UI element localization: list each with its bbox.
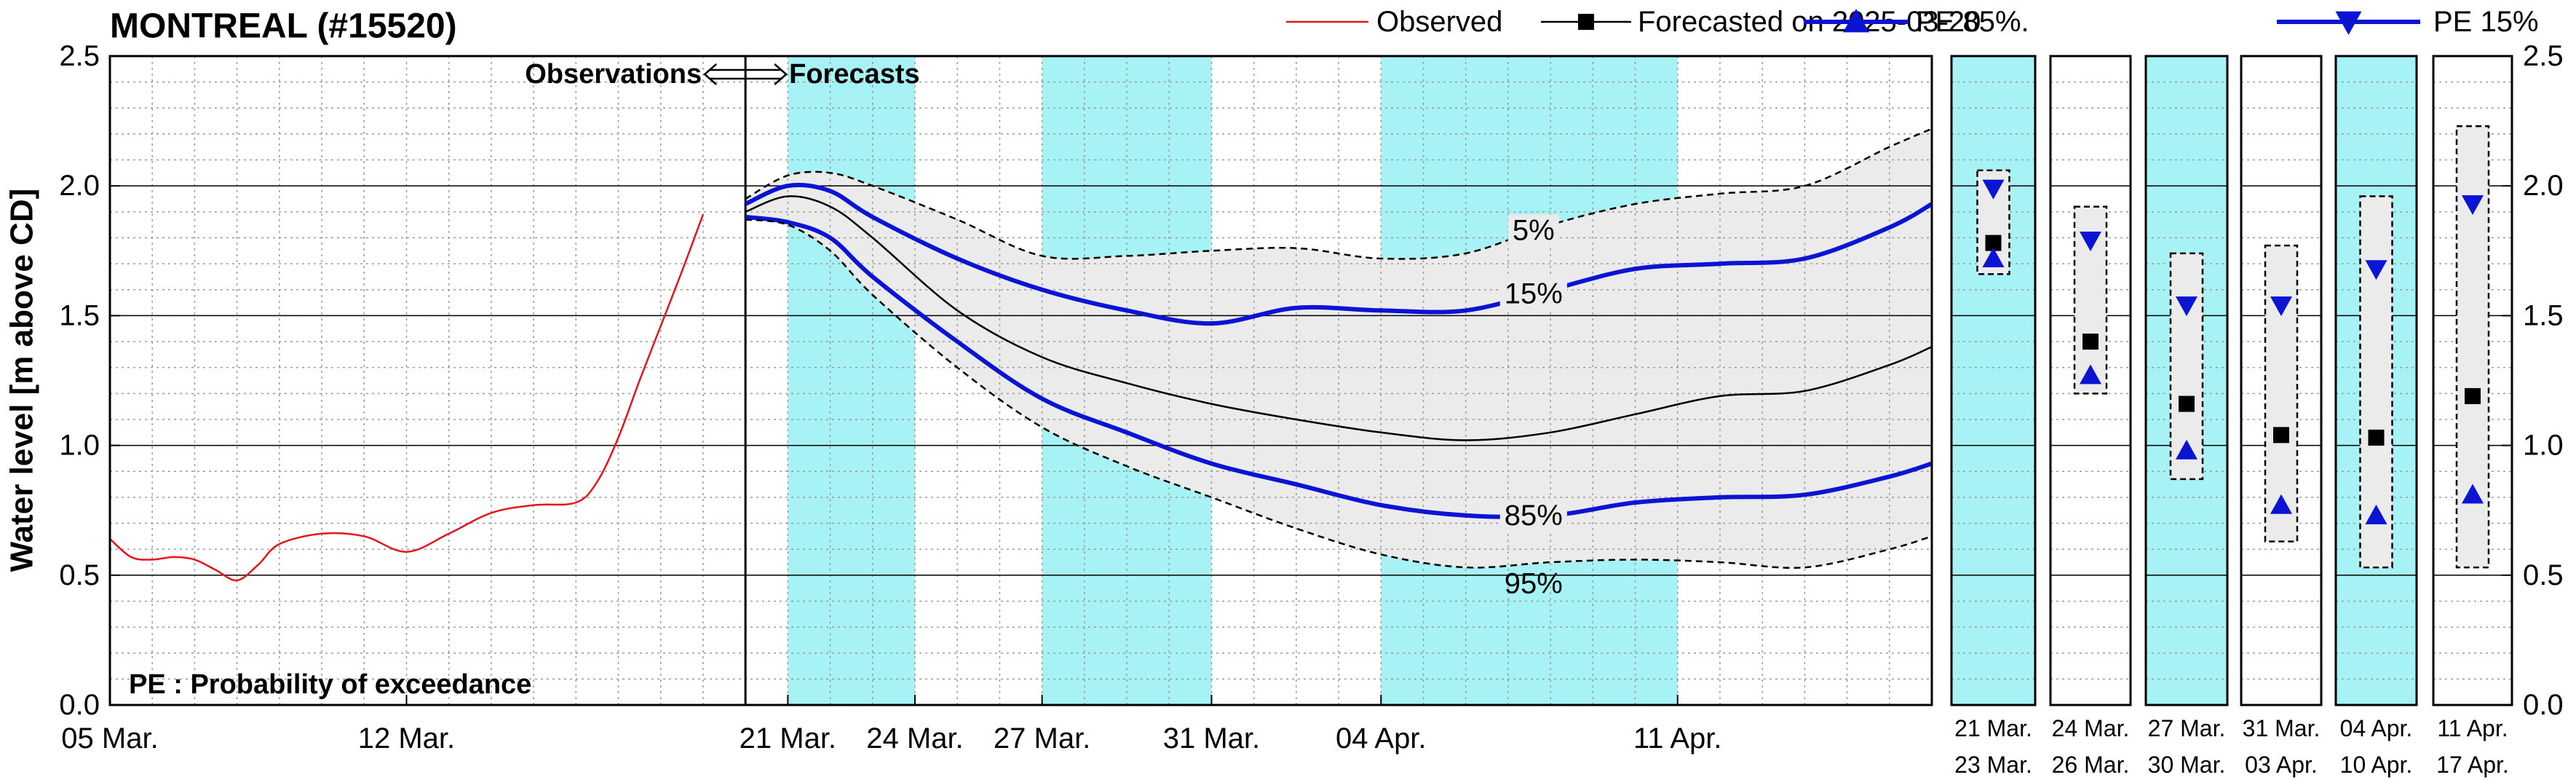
series-line	[109, 213, 705, 582]
pe15-marker	[2176, 296, 2197, 317]
period-start-label: 04 Apr.	[2340, 715, 2413, 741]
shaded-period	[788, 56, 915, 705]
pe85-marker	[2462, 484, 2484, 504]
legend-label: PE 15%	[2433, 6, 2539, 38]
period-panel: 31 Mar. 03 Apr.	[2240, 55, 2323, 778]
curve-label: 5%	[1513, 215, 1555, 247]
curve-label: 95%	[1505, 567, 1563, 599]
y-tick-label-right: 0.5	[2523, 559, 2564, 591]
y-tick-label: 2.5	[59, 40, 100, 72]
period-panel: 27 Mar. 30 Mar.	[2144, 55, 2229, 778]
main-plot: Observations Forecasts 5% 85% 15% 95% PE : Pro…	[59, 40, 1933, 755]
det-marker	[2368, 429, 2385, 446]
period-start-label: 21 Mar.	[1954, 715, 2032, 741]
period-end-label: 26 Mar.	[2052, 752, 2130, 778]
pe15-marker	[1982, 179, 2005, 200]
range-box	[2073, 205, 2108, 395]
envelope-upper	[745, 127, 1933, 260]
x-tick-label: 04 Apr.	[1336, 722, 1427, 755]
pe15-marker	[2462, 195, 2484, 216]
period-end-label: 30 Mar.	[2148, 752, 2226, 778]
y-tick-label: 1.5	[59, 299, 100, 331]
pe85-marker	[2176, 439, 2197, 460]
period-panel: 04 Apr. 10 Apr.	[2334, 55, 2418, 778]
y-tick-label: 0.0	[59, 689, 100, 721]
period-start-label: 27 Mar.	[2148, 715, 2226, 741]
period-start-label: 31 Mar.	[2243, 715, 2321, 741]
pe15-marker	[2080, 232, 2101, 252]
curve-label: 15%	[1505, 277, 1563, 310]
y-tick-label-right: 1.5	[2523, 299, 2564, 331]
legend-entry: Observed	[1286, 6, 1502, 38]
legend-label: Observed	[1376, 6, 1502, 38]
period-end-label: 03 Apr.	[2245, 752, 2318, 778]
period-start-label: 24 Mar.	[2052, 715, 2130, 741]
x-tick-label: 11 Apr.	[1633, 722, 1722, 755]
pe85-marker	[2080, 364, 2101, 385]
note: PE : Probability of exceedance	[129, 669, 531, 700]
y-tick-label: 2.0	[59, 170, 100, 202]
panel-frame	[2432, 55, 2513, 706]
curve-label: 85%	[1505, 500, 1563, 532]
double-arrow	[703, 63, 788, 85]
det-marker	[2465, 387, 2481, 404]
y-tick-label-right: 2.5	[2523, 40, 2564, 72]
period-end-label: 10 Apr.	[2340, 752, 2413, 778]
x-tick-label: 31 Mar.	[1163, 722, 1260, 755]
pe15-marker	[2270, 296, 2292, 317]
y-tick-label-right: 1.0	[2523, 430, 2564, 462]
panel-frame	[2334, 55, 2418, 706]
det-marker	[2082, 334, 2099, 350]
pe85-marker	[2365, 504, 2387, 524]
panel-frame	[2144, 55, 2229, 706]
det-marker	[2273, 427, 2289, 444]
y-axis-label: Water level [m above CD]	[4, 189, 40, 572]
plot-frame	[108, 55, 1933, 706]
pe85-marker	[2270, 494, 2292, 514]
x-tick-label: 05 Mar.	[61, 722, 158, 755]
series-line	[744, 183, 1933, 326]
y-tick-label: 0.5	[59, 559, 100, 591]
x-tick-label: 24 Mar.	[866, 722, 963, 755]
curve-label-bg	[1499, 499, 1567, 532]
x-tick-label: 27 Mar.	[994, 722, 1090, 755]
pe15-marker	[2365, 260, 2387, 280]
series-line	[745, 215, 1933, 519]
period-panel: 21 Mar. 23 Mar.	[1950, 55, 2037, 778]
period-end-label: 23 Mar.	[1954, 752, 2032, 778]
legend-label: PE 85%.	[1916, 6, 2029, 38]
divider-label: Observations	[525, 59, 702, 90]
legend-marker	[2335, 11, 2362, 36]
legend-entry: PE 15%	[2277, 6, 2539, 38]
panel-shade	[1951, 56, 2035, 705]
x-tick-label: 12 Mar.	[358, 722, 455, 755]
series-line	[745, 195, 1933, 441]
chart-title: MONTREAL (#15520)	[110, 7, 457, 46]
panel-frame	[1950, 55, 2037, 706]
range-box	[2264, 244, 2299, 543]
legend-entry: PE 85%.	[1804, 6, 2029, 38]
period-end-label: 17 Apr.	[2436, 752, 2509, 778]
y-tick-label-right: 0.0	[2523, 689, 2564, 721]
det-marker	[1985, 235, 2002, 251]
y-tick-label: 1.0	[59, 430, 100, 462]
envelope-lower	[745, 218, 1933, 569]
legend-marker	[1843, 9, 1869, 33]
curve-label-bg	[1507, 214, 1559, 247]
det-marker	[2179, 395, 2195, 412]
period-start-label: 11 Apr.	[2437, 715, 2508, 741]
pe85-marker	[1982, 247, 2005, 267]
x-tick-label: 21 Mar.	[740, 722, 836, 755]
period-panel: 11 Apr. 17 Apr.	[2432, 55, 2513, 778]
panel-frame	[2049, 55, 2132, 706]
y-tick-label-right: 2.0	[2523, 170, 2564, 202]
curve-label-bg	[1499, 277, 1567, 310]
divider-label: Forecasts	[789, 59, 920, 90]
period-panel: 24 Mar. 26 Mar.	[2049, 55, 2132, 778]
legend-marker	[1578, 14, 1594, 30]
panel-frame	[2240, 55, 2323, 706]
